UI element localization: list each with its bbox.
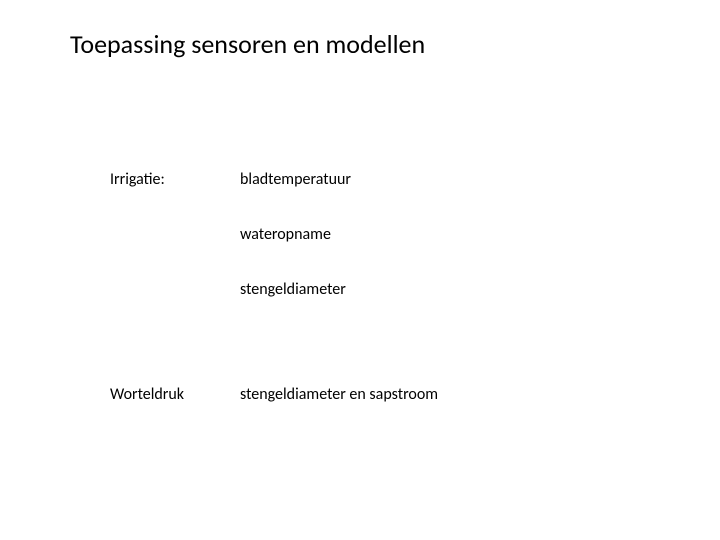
row-label: Irrigatie: (110, 170, 240, 189)
slide-title: Toepassing sensoren en modellen (70, 28, 425, 60)
content-row: Worteldruk stengeldiameter en sapstroom (110, 385, 660, 404)
row-label: Worteldruk (110, 385, 240, 404)
slide: Toepassing sensoren en modellen Irrigati… (0, 0, 720, 540)
content-row: wateropname (110, 225, 660, 244)
row-value: stengeldiameter en sapstroom (240, 385, 438, 404)
row-value: wateropname (240, 225, 331, 244)
content-row: stengeldiameter (110, 280, 660, 299)
row-value: bladtemperatuur (240, 170, 351, 189)
row-value: stengeldiameter (240, 280, 346, 299)
row-label (110, 225, 240, 244)
row-label (110, 280, 240, 299)
content-row: Irrigatie: bladtemperatuur (110, 170, 660, 189)
